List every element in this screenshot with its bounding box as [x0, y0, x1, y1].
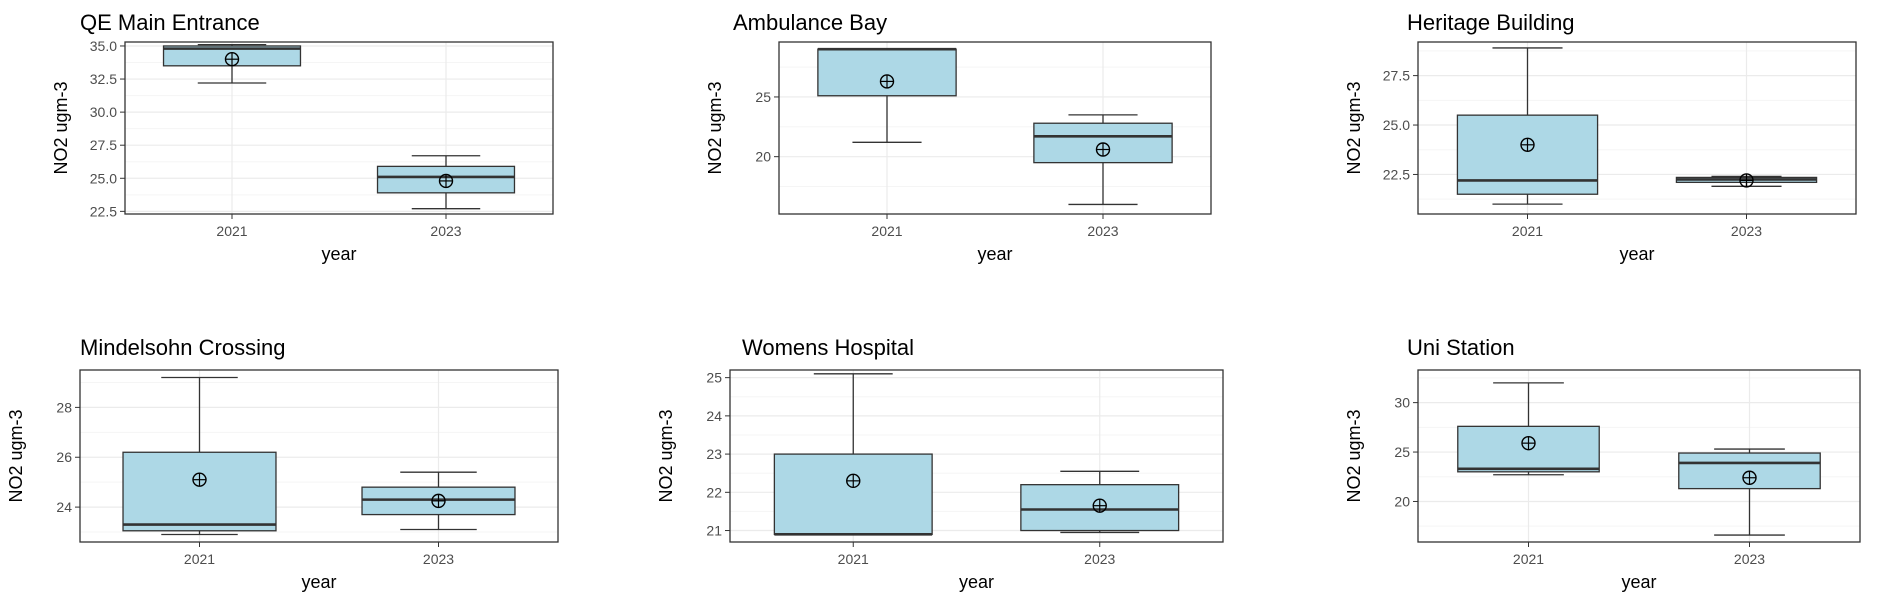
panel-border — [1417, 41, 1857, 215]
x-tick-label: 2021 — [838, 551, 869, 567]
panel-title: Ambulance Bay — [733, 10, 887, 35]
x-tick-label: 2021 — [871, 223, 902, 239]
x-tick-label: 2023 — [430, 223, 461, 239]
y-axis-title: NO2 ugm-3 — [1344, 409, 1364, 502]
x-tick-label: 2021 — [1512, 223, 1543, 239]
y-axis-title: NO2 ugm-3 — [6, 409, 26, 502]
y-axis-title: NO2 ugm-3 — [656, 409, 676, 502]
y-axis-title: NO2 ugm-3 — [1344, 81, 1364, 174]
y-tick-label: 20 — [755, 149, 771, 165]
y-tick-label: 26 — [56, 449, 72, 465]
y-tick-label: 21 — [706, 523, 722, 539]
y-tick-label: 27.5 — [1383, 68, 1410, 84]
box-iqr — [773, 453, 933, 536]
panel-border — [729, 369, 1224, 543]
y-tick-label: 25.0 — [90, 170, 117, 186]
box-iqr — [817, 48, 957, 97]
panel-title: Womens Hospital — [742, 335, 914, 360]
x-tick-label: 2023 — [423, 551, 454, 567]
y-tick-label: 30 — [1394, 395, 1410, 411]
x-axis-title: year — [1619, 244, 1654, 264]
panel-border — [79, 369, 559, 543]
panel-border — [1417, 369, 1861, 543]
y-tick-label: 25 — [1394, 444, 1410, 460]
x-axis-title: year — [1621, 572, 1656, 592]
y-tick-label: 25 — [706, 370, 722, 386]
box-iqr — [1456, 114, 1599, 195]
y-tick-label: 24 — [56, 499, 72, 515]
x-axis-title: year — [321, 244, 356, 264]
x-axis-title: year — [977, 244, 1012, 264]
y-tick-label: 22.5 — [1383, 166, 1410, 182]
x-tick-label: 2023 — [1731, 223, 1762, 239]
x-tick-label: 2023 — [1087, 223, 1118, 239]
y-tick-label: 24 — [706, 408, 722, 424]
x-tick-label: 2023 — [1734, 551, 1765, 567]
y-axis-title: NO2 ugm-3 — [51, 81, 71, 174]
panel-title: QE Main Entrance — [80, 10, 260, 35]
box-iqr — [122, 451, 277, 532]
y-tick-label: 23 — [706, 446, 722, 462]
y-tick-label: 27.5 — [90, 137, 117, 153]
y-tick-label: 30.0 — [90, 104, 117, 120]
x-tick-label: 2021 — [216, 223, 247, 239]
y-tick-label: 22.5 — [90, 203, 117, 219]
y-tick-label: 32.5 — [90, 71, 117, 87]
panel-title: Uni Station — [1407, 335, 1515, 360]
y-axis-title: NO2 ugm-3 — [705, 81, 725, 174]
y-tick-label: 28 — [56, 399, 72, 415]
y-tick-label: 25 — [755, 89, 771, 105]
x-axis-title: year — [959, 572, 994, 592]
y-tick-label: 25.0 — [1383, 117, 1410, 133]
panel-border — [778, 41, 1212, 215]
panel-title: Mindelsohn Crossing — [80, 335, 285, 360]
panel-border — [124, 41, 554, 215]
y-tick-label: 35.0 — [90, 38, 117, 54]
y-tick-label: 20 — [1394, 493, 1410, 509]
x-tick-label: 2021 — [184, 551, 215, 567]
x-tick-label: 2023 — [1084, 551, 1115, 567]
x-tick-label: 2021 — [1513, 551, 1544, 567]
y-tick-label: 22 — [706, 484, 722, 500]
x-axis-title: year — [301, 572, 336, 592]
panel-title: Heritage Building — [1407, 10, 1575, 35]
